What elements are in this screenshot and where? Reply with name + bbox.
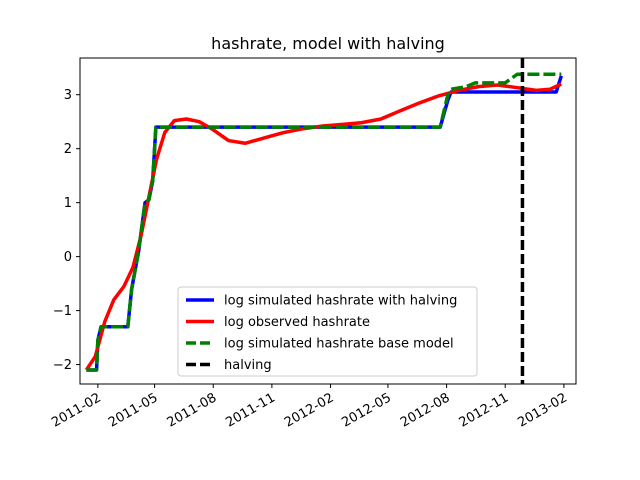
- series-line-1: [84, 82, 563, 371]
- plot-area: [84, 58, 564, 384]
- series-line-2: [86, 72, 562, 372]
- legend-box: [177, 286, 478, 377]
- y-tick-label: 0: [64, 250, 72, 265]
- legend-label-3: halving: [224, 358, 272, 373]
- legend: log simulated hashrate with halving log o…: [177, 286, 478, 377]
- series-group: [84, 58, 564, 384]
- chart-title: hashrate, model with halving: [211, 34, 445, 53]
- axes-frame: [79, 57, 577, 385]
- y-tick-label: 1: [64, 196, 72, 211]
- legend-label-2: log simulated hashrate base model: [224, 337, 454, 352]
- y-tick-label: −1: [53, 304, 72, 319]
- legend-label-0: log simulated hashrate with halving: [224, 294, 457, 309]
- legend-label-1: log observed hashrate: [224, 315, 370, 330]
- y-tick-label: 2: [64, 142, 72, 157]
- y-tick-label: −2: [53, 358, 72, 373]
- y-tick-label: 3: [64, 88, 72, 103]
